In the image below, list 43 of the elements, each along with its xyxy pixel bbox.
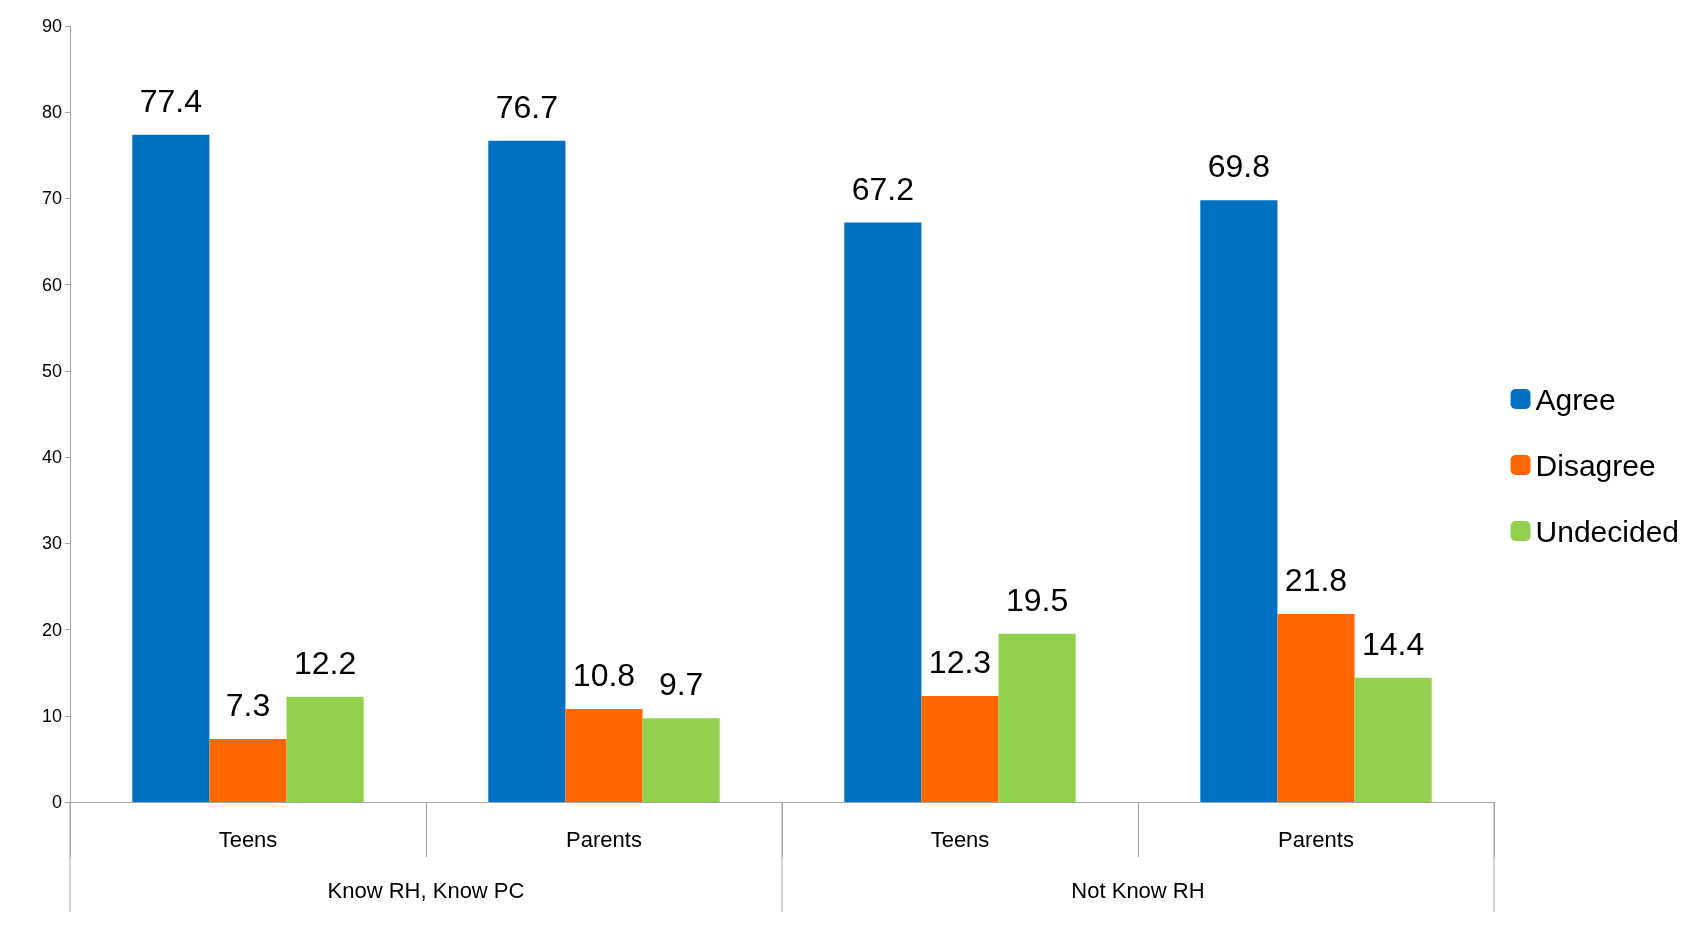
data-label: 12.3 xyxy=(928,643,992,680)
bar xyxy=(642,718,720,802)
y-tick-label: 60 xyxy=(41,274,62,295)
data-label: 10.8 xyxy=(572,656,636,693)
bar xyxy=(132,134,210,802)
y-tick-label: 70 xyxy=(41,188,62,209)
bar xyxy=(1200,200,1278,802)
data-label: 76.7 xyxy=(495,88,559,125)
y-tick-label: 30 xyxy=(41,533,62,554)
legend-label: Disagree xyxy=(1535,448,1656,482)
x-tick-label: Teens xyxy=(930,826,990,852)
bar xyxy=(565,708,643,802)
data-label: 14.4 xyxy=(1361,625,1425,662)
bar xyxy=(286,696,364,802)
data-label: 21.8 xyxy=(1284,562,1348,599)
bar xyxy=(998,633,1076,802)
data-label: 77.4 xyxy=(139,82,203,119)
data-label: 69.8 xyxy=(1207,148,1271,185)
x-tick-label: Teens xyxy=(218,826,278,852)
x-tick-label: Parents xyxy=(566,826,642,852)
bar xyxy=(488,140,566,802)
bar xyxy=(209,739,287,802)
bar xyxy=(1354,677,1432,802)
y-tick-label: 40 xyxy=(41,447,62,468)
data-label: 7.3 xyxy=(225,687,271,724)
bar xyxy=(921,695,999,802)
text: Know RH, Know PC xyxy=(327,877,525,903)
x-tick-label: Parents xyxy=(1278,826,1354,852)
data-label: 67.2 xyxy=(851,170,915,207)
y-tick-label: 50 xyxy=(41,360,62,381)
y-tick-label: 80 xyxy=(41,102,62,123)
y-tick-label: 10 xyxy=(41,705,62,726)
data-label: 9.7 xyxy=(658,666,704,703)
bar xyxy=(1277,614,1355,802)
bar xyxy=(844,222,922,802)
text: Not Know RH xyxy=(1071,877,1205,903)
legend-label: Agree xyxy=(1535,382,1616,416)
data-label: 12.2 xyxy=(293,644,357,681)
data-label: 19.5 xyxy=(1005,581,1069,618)
y-tick-label: 20 xyxy=(41,619,62,640)
y-tick-label: 0 xyxy=(51,792,62,812)
legend-label: Undecided xyxy=(1535,514,1679,548)
y-tick-label: 90 xyxy=(41,16,62,36)
